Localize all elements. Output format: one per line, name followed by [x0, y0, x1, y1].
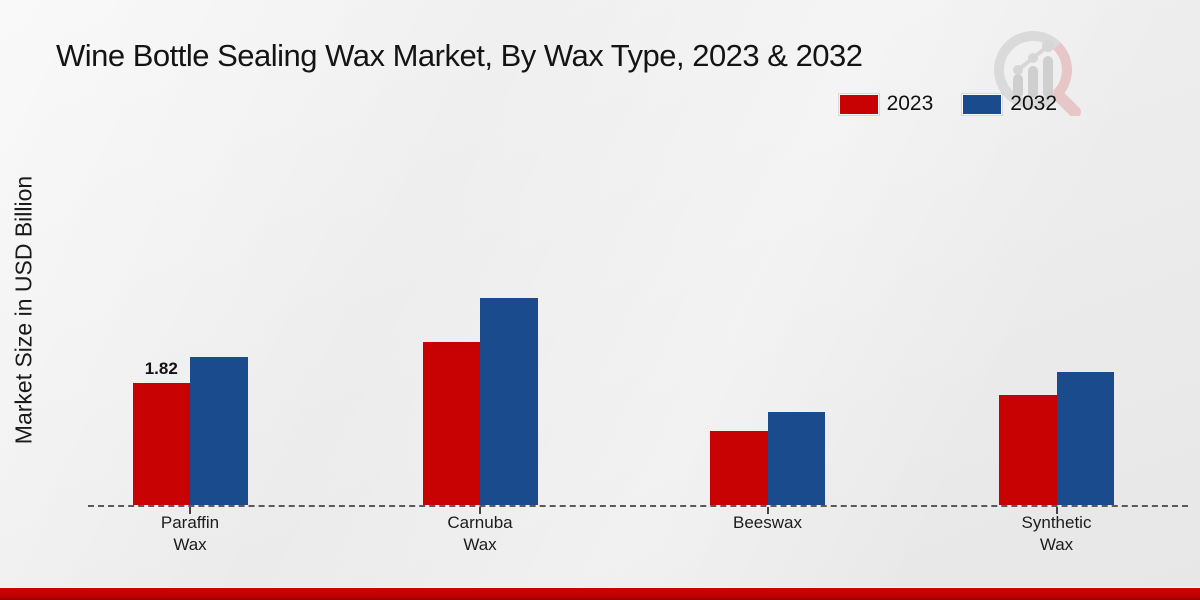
- bottom-accent-stripe: [0, 587, 1200, 600]
- brand-watermark-logo: [985, 30, 1085, 121]
- bar-2023-synthetic-wax: [999, 395, 1057, 505]
- x-axis-tick: [1055, 507, 1058, 514]
- category-label-carnuba-wax: Carnuba Wax: [447, 513, 513, 554]
- chart-title: Wine Bottle Sealing Wax Market, By Wax T…: [56, 38, 863, 73]
- bar-2023-carnuba-wax: [422, 342, 480, 505]
- bar-2032-carnuba-wax: [480, 298, 538, 505]
- legend-swatch-2032: [963, 94, 1002, 114]
- legend: 2023 2032: [839, 92, 1057, 116]
- bar-2032-paraffin-wax: [190, 357, 248, 505]
- x-axis-baseline: [88, 505, 1188, 507]
- legend-item-2023: 2023: [839, 92, 934, 116]
- bar-2032-synthetic-wax: [1056, 372, 1114, 505]
- bar-2023-beeswax: [710, 431, 768, 505]
- bar-2032-beeswax: [767, 412, 825, 505]
- category-label-synthetic-wax: Synthetic Wax: [1021, 513, 1092, 554]
- bar-value-label: 1.82: [144, 359, 178, 378]
- x-axis-tick: [479, 507, 481, 514]
- magnifier-chart-icon: [994, 31, 1081, 118]
- x-axis-tick: [189, 507, 191, 514]
- legend-label: 2023: [886, 92, 934, 115]
- category-label-beeswax: Beeswax: [733, 513, 802, 532]
- x-axis-tick: [766, 507, 769, 514]
- legend-label: 2032: [1010, 92, 1057, 115]
- bar-2023-paraffin-wax: [132, 383, 190, 505]
- legend-item-2032: 2032: [963, 92, 1057, 116]
- category-label-paraffin-wax: Paraffin Wax: [160, 513, 220, 554]
- legend-swatch-2023: [839, 94, 878, 114]
